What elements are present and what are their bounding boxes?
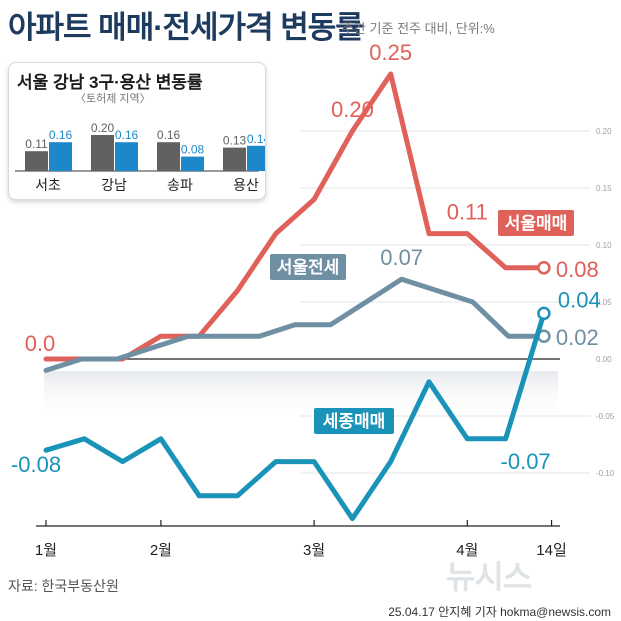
inset-bar [247,145,265,171]
inset-category-label: 용산 [233,177,259,193]
inset-bar-label: 0.13 [223,134,247,148]
series-name-sejong-sale: 세종매매 [314,408,394,434]
inset-bar-label: 0.16 [49,128,73,142]
inset-bar [91,135,114,171]
inset-bar-label: 0.08 [181,143,205,157]
inset-subtitle: 〈토허제 지역〉 [75,93,151,105]
inset-category-label: 서초 [35,177,61,193]
series-group [43,71,551,522]
newsis-logo: 뉴시스 [446,559,532,595]
inset-panel: 서울 강남 3구·용산 변동률 〈토허제 지역〉 0.11 0.16 서초 0.20 0… [8,62,266,200]
inset-title: 서울 강남 3구·용산 변동률 [17,73,203,92]
x-tick-label: 14일 [536,542,567,559]
inset-bar [25,151,48,171]
source-note: 자료: 한국부동산원 [8,578,119,594]
data-label: -0.08 [11,452,61,477]
svg-text:서울매매: 서울매매 [505,214,568,233]
data-label: 0.02 [556,325,599,350]
inset-bar [223,147,246,171]
x-tick-label: 2월 [150,542,172,559]
data-label: 0.20 [331,97,374,122]
axis-tick-label: 0.05 [596,298,612,307]
svg-text:서울전세: 서울전세 [277,258,340,277]
x-tick-label: 1월 [35,542,57,559]
inset-bar-label: 0.11 [25,137,48,151]
axis-tick-label: 0.10 [596,241,612,250]
inset-category-label: 강남 [101,177,127,193]
chart-title: 아파트 매매·전세가격 변동률 [8,10,364,45]
series-end-marker [537,306,551,321]
data-label: 0.25 [369,40,412,65]
inset-bar [181,156,204,171]
inset-bar-label: 0.14 [247,132,265,146]
inset-category-label: 송파 [167,177,193,193]
data-label: 0.08 [556,257,599,282]
svg-text:세종매매: 세종매매 [323,412,386,431]
inset-bar [115,142,138,171]
inset-bar-label: 0.20 [91,121,115,135]
axis-tick-label: -0.05 [596,412,615,421]
data-labels: 0.0 0.20 0.25 0.11 0.08 0.07 0.02 -0.08 -0.07 0.0… [11,40,601,477]
inset-bar [157,142,180,171]
series-line [43,310,547,522]
data-label: 0.0 [25,331,56,356]
x-axis: 1월 2월 3월 4월 14일 [35,520,567,559]
axis-tick-label: -0.10 [596,469,615,478]
series-name-seoul-sale: 서울매매 [498,210,574,236]
x-tick-label: 4월 [456,542,478,559]
data-label: -0.07 [501,449,551,474]
inset-bar-label: 0.16 [115,128,139,142]
x-tick-label: 3월 [303,542,325,559]
gridlines [44,130,590,474]
data-label: 0.07 [380,245,423,270]
data-label: 0.04 [558,287,601,312]
series-end-marker [537,261,551,275]
axis-tick-label: 0.15 [596,184,612,193]
inset-bar-label: 0.16 [157,128,181,142]
data-label: 0.11 [447,200,488,225]
unit-note: 주간 기준 전주 대비, 단위:% [342,21,495,36]
credit-line: 25.04.17 안지혜 기자 hokma@newsis.com [388,605,611,619]
axis-tick-label: 0.00 [596,355,612,364]
inset-bar [49,142,72,171]
series-name-seoul-jeonse: 서울전세 [270,254,346,280]
negative-zone-shade [44,371,558,421]
right-axis: 0.20 0.15 0.10 0.05 0.00 -0.05 -0.10 [596,127,615,478]
series-line [43,276,547,373]
axis-tick-label: 0.20 [596,127,612,136]
